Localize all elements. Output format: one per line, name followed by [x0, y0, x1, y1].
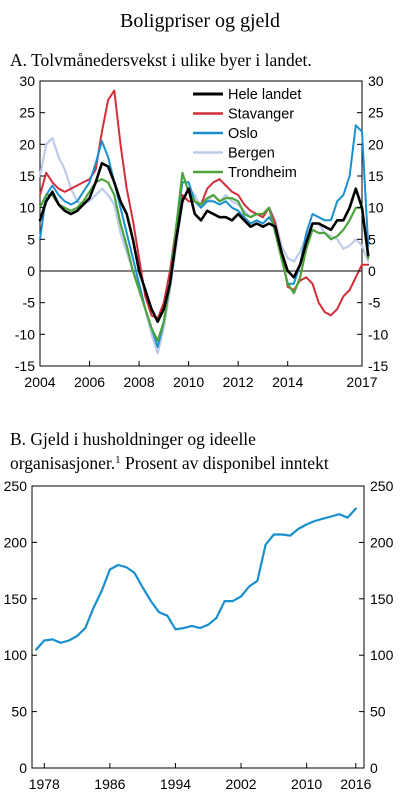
y-tick-label-left: 20 — [19, 136, 35, 152]
y-tick-label-left: 200 — [4, 534, 28, 550]
y-tick-label-left: -10 — [15, 326, 35, 342]
y-tick-label-left: 150 — [4, 591, 28, 607]
legend-label-bergen: Bergen — [228, 146, 275, 162]
y-tick-label-left: 5 — [27, 231, 35, 247]
x-tick-label: 2012 — [223, 374, 254, 390]
panel-a-y-axis-right: -15 -10 -5 0 5 10 15 20 25 30 — [357, 73, 388, 374]
y-tick-label-left: 250 — [4, 478, 28, 494]
panel-b-x-axis: 1978 1986 1994 2002 2010 2016 — [29, 763, 372, 792]
y-tick-label-right: -15 — [368, 358, 388, 374]
series-line-oslo — [39, 124, 370, 348]
legend-label-oslo: Oslo — [228, 126, 258, 142]
y-tick-label-left: -5 — [23, 295, 36, 311]
x-tick-label: 1978 — [29, 776, 60, 792]
x-tick-label: 2017 — [346, 374, 377, 390]
panel-b-title-line1: B. Gjeld i husholdninger og ideelle — [10, 429, 256, 449]
y-tick-label-right: 20 — [368, 136, 384, 152]
figure-title: Boligpriser og gjeld — [120, 10, 280, 32]
y-tick-label-right: 50 — [370, 704, 386, 720]
y-tick-label-right: 0 — [370, 760, 378, 776]
panel-a: A. Tolvmånedersvekst i ulike byer i land… — [10, 50, 388, 390]
y-tick-label-right: 150 — [370, 591, 394, 607]
panel-a-x-axis: 2004 2006 2008 2010 2012 2014 2017 — [24, 361, 378, 390]
footnote-marker: 1 — [115, 454, 121, 466]
y-tick-label-right: 30 — [368, 73, 384, 89]
y-tick-label-left: -15 — [15, 358, 35, 374]
panel-b-title-line2-start: organisasjoner. — [10, 453, 115, 473]
y-tick-label-left: 10 — [19, 200, 35, 216]
panel-b-title-line2: organisasjoner.1 Prosent av disponibel i… — [10, 453, 329, 473]
y-tick-label-right: -10 — [368, 326, 388, 342]
x-tick-label: 2014 — [272, 374, 303, 390]
series-line — [35, 507, 357, 651]
legend-label-stavanger: Stavanger — [228, 107, 294, 123]
x-tick-label: 2004 — [24, 374, 55, 390]
x-tick-label: 1994 — [160, 776, 191, 792]
y-tick-label-right: -5 — [368, 295, 381, 311]
panel-a-legend: Hele landet Stavanger Oslo Bergen Trondheim — [193, 87, 301, 181]
y-tick-label-left: 0 — [27, 263, 35, 279]
y-tick-label-right: 25 — [368, 105, 384, 121]
y-tick-label-left: 15 — [19, 168, 35, 184]
series-line-stavanger — [39, 89, 370, 320]
y-tick-label-left: 100 — [4, 647, 28, 663]
panel-b-series-group — [35, 507, 357, 651]
panel-b-title-line2-end: Prosent av disponibel inntekt — [121, 453, 329, 473]
x-tick-label: 2010 — [173, 374, 204, 390]
series-line-bergen — [38, 136, 370, 355]
y-tick-label-left: 0 — [19, 760, 27, 776]
y-tick-label-right: 250 — [370, 478, 394, 494]
y-tick-label-right: 10 — [368, 200, 384, 216]
x-tick-label: 2002 — [225, 776, 256, 792]
y-tick-label-left: 50 — [11, 704, 27, 720]
x-tick-label: 2006 — [74, 374, 105, 390]
panel-b-plot-frame — [31, 485, 365, 769]
y-tick-label-right: 15 — [368, 168, 384, 184]
x-tick-label: 1986 — [94, 776, 125, 792]
y-tick-label-right: 100 — [370, 647, 394, 663]
x-tick-label: 2016 — [340, 776, 371, 792]
series-line-hele-landet — [38, 162, 370, 323]
y-tick-label-right: 200 — [370, 534, 394, 550]
x-tick-label: 2008 — [123, 374, 154, 390]
panel-a-series-group — [38, 89, 370, 355]
x-tick-label: 2010 — [291, 776, 322, 792]
y-tick-label-right: 5 — [368, 231, 376, 247]
y-tick-label-right: 0 — [368, 263, 376, 279]
legend-label-hele-landet: Hele landet — [228, 87, 301, 103]
panel-b-y-axis-left: 0 50 100 150 200 250 — [4, 478, 37, 776]
panel-b-y-axis-right: 0 50 100 150 200 250 — [359, 478, 394, 776]
legend-label-trondheim: Trondheim — [228, 165, 297, 181]
y-tick-label-left: 25 — [19, 105, 35, 121]
panel-a-y-axis-left: -15 -10 -5 0 5 10 15 20 25 30 — [15, 73, 45, 374]
panel-a-plot-frame — [39, 80, 363, 367]
panel-b: B. Gjeld i husholdninger og ideelle orga… — [4, 429, 394, 792]
y-tick-label-left: 30 — [19, 73, 35, 89]
panel-a-title: A. Tolvmånedersvekst i ulike byer i land… — [10, 50, 312, 70]
